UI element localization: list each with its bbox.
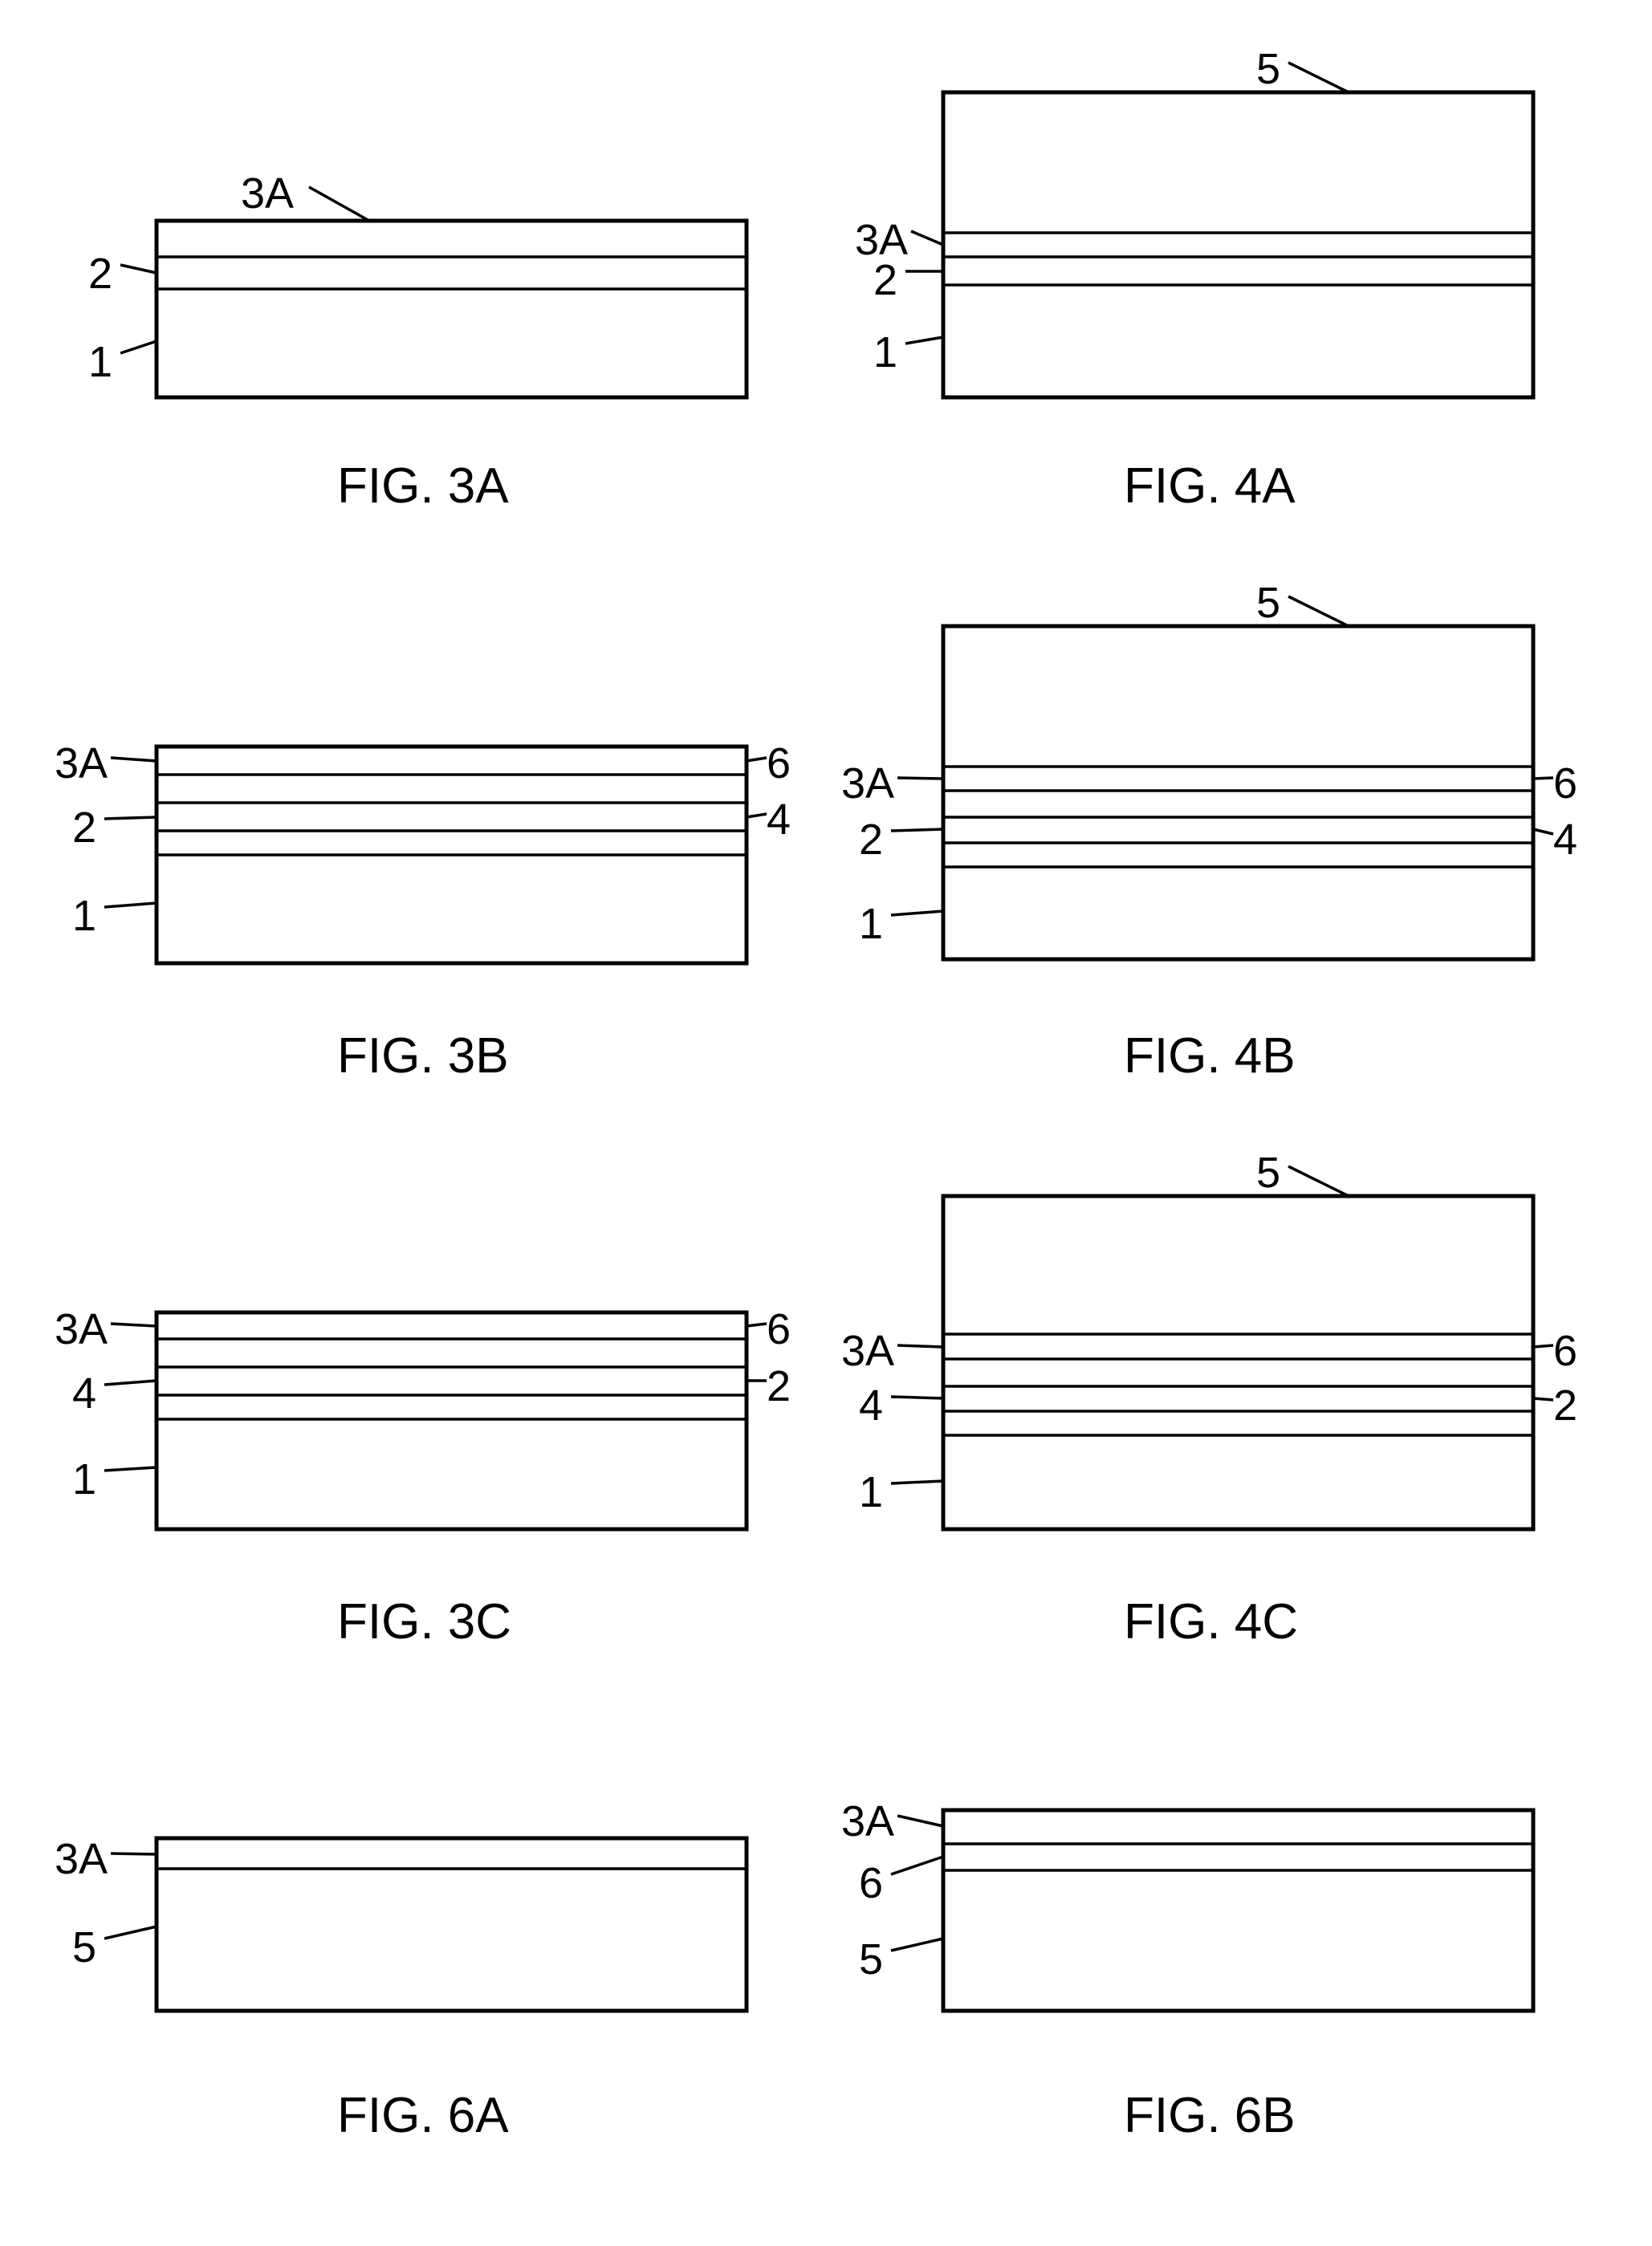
reference-label: 3A bbox=[841, 1796, 894, 1846]
figure-caption: FIG. 6B bbox=[1124, 2087, 1296, 2144]
leader-line bbox=[104, 903, 157, 907]
reference-label: 3A bbox=[55, 738, 108, 788]
figure-caption: FIG. 4A bbox=[1124, 458, 1296, 515]
reference-label: 5 bbox=[1256, 1148, 1280, 1198]
leader-line bbox=[891, 911, 943, 915]
reference-label: 5 bbox=[1256, 578, 1280, 628]
reference-label: 2 bbox=[88, 249, 112, 299]
leader-line bbox=[747, 758, 767, 761]
figure-caption: FIG. 3C bbox=[337, 1593, 511, 1650]
leader-line bbox=[111, 1324, 157, 1326]
leader-line bbox=[897, 1816, 943, 1826]
reference-label: 5 bbox=[859, 1935, 883, 1984]
reference-label: 1 bbox=[72, 891, 96, 941]
leader-line bbox=[1533, 1345, 1553, 1347]
reference-label: 3A bbox=[55, 1304, 108, 1354]
reference-label: 4 bbox=[1553, 815, 1577, 865]
reference-label: 2 bbox=[72, 803, 96, 852]
leader-line bbox=[891, 1857, 943, 1874]
figure-caption: FIG. 3A bbox=[337, 458, 509, 515]
figure-caption: FIG. 3B bbox=[337, 1027, 509, 1084]
figure-caption: FIG. 4B bbox=[1124, 1027, 1296, 1084]
leader-line bbox=[1533, 829, 1553, 834]
reference-label: 1 bbox=[88, 337, 112, 387]
layer-stack-box bbox=[157, 221, 747, 397]
reference-label: 3A bbox=[841, 1326, 894, 1376]
reference-label: 6 bbox=[1553, 1326, 1577, 1376]
layer-stack-box bbox=[943, 626, 1533, 959]
reference-label: 2 bbox=[767, 1361, 791, 1411]
reference-label: 5 bbox=[1256, 44, 1280, 94]
layer-stack-box bbox=[157, 1312, 747, 1529]
leader-line bbox=[111, 1853, 157, 1854]
reference-label: 6 bbox=[767, 1304, 791, 1354]
leader-line bbox=[891, 1397, 943, 1398]
leader-line bbox=[1533, 1398, 1553, 1400]
reference-label: 2 bbox=[1553, 1381, 1577, 1430]
leader-line bbox=[120, 341, 157, 353]
layer-stack-box bbox=[943, 1196, 1533, 1529]
leader-line bbox=[1533, 778, 1553, 779]
reference-label: 1 bbox=[873, 328, 897, 377]
leader-line bbox=[104, 1927, 157, 1939]
leader-line bbox=[897, 1345, 943, 1347]
leader-line bbox=[747, 814, 767, 817]
reference-label: 6 bbox=[859, 1858, 883, 1908]
reference-label: 6 bbox=[1553, 759, 1577, 808]
reference-label: 4 bbox=[859, 1381, 883, 1430]
leader-line bbox=[891, 1481, 943, 1483]
layer-stack-box bbox=[943, 92, 1533, 397]
leader-line bbox=[1288, 63, 1349, 92]
leader-line bbox=[104, 1467, 157, 1471]
leader-line bbox=[309, 187, 369, 221]
layer-stack-box bbox=[157, 1838, 747, 2011]
reference-label: 6 bbox=[767, 738, 791, 788]
leader-line bbox=[1288, 1166, 1349, 1196]
layer-stack-box bbox=[943, 1810, 1533, 2011]
leader-line bbox=[747, 1324, 767, 1326]
reference-label: 4 bbox=[767, 795, 791, 844]
reference-label: 1 bbox=[859, 1467, 883, 1517]
reference-label: 4 bbox=[72, 1369, 96, 1418]
figure-svg bbox=[0, 0, 1652, 2246]
leader-line bbox=[891, 829, 943, 831]
leader-line bbox=[905, 337, 943, 344]
reference-label: 1 bbox=[72, 1455, 96, 1504]
leader-line bbox=[120, 265, 157, 273]
reference-label: 2 bbox=[873, 255, 897, 305]
reference-label: 1 bbox=[859, 899, 883, 949]
reference-label: 2 bbox=[859, 815, 883, 865]
figure-caption: FIG. 4C bbox=[1124, 1593, 1298, 1650]
leader-line bbox=[911, 231, 943, 245]
leader-line bbox=[104, 817, 157, 819]
leader-line bbox=[897, 778, 943, 779]
figure-caption: FIG. 6A bbox=[337, 2087, 509, 2144]
leader-line bbox=[104, 1381, 157, 1385]
reference-label: 5 bbox=[72, 1923, 96, 1972]
leader-line bbox=[1288, 596, 1349, 626]
reference-label: 3A bbox=[241, 169, 294, 218]
leader-line bbox=[111, 758, 157, 761]
leader-line bbox=[891, 1939, 943, 1951]
reference-label: 3A bbox=[55, 1834, 108, 1884]
reference-label: 3A bbox=[841, 759, 894, 808]
